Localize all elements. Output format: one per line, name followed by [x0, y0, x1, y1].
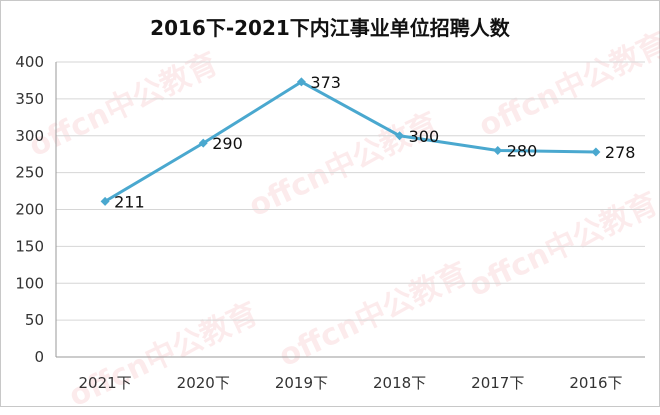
data-label: 278 [605, 143, 636, 162]
data-point-marker [100, 196, 110, 206]
data-point-marker [198, 138, 208, 148]
x-tick-label: 2016下 [569, 374, 622, 392]
x-tick-label: 2020下 [177, 374, 230, 392]
y-tick-label: 150 [15, 237, 44, 255]
y-tick-label: 400 [15, 53, 44, 71]
y-tick-label: 50 [25, 311, 44, 329]
x-tick-label: 2018下 [373, 374, 426, 392]
x-tick-label: 2019下 [275, 374, 328, 392]
data-point-marker [296, 77, 306, 87]
x-tick-label: 2017下 [471, 374, 524, 392]
data-label: 300 [409, 127, 440, 146]
y-tick-label: 200 [15, 201, 44, 219]
series-line [104, 80, 596, 203]
y-tick-label: 300 [15, 127, 44, 145]
y-tick-label: 0 [34, 348, 44, 366]
x-tick-label: 2021下 [78, 374, 131, 392]
data-point-marker [591, 147, 601, 157]
data-label: 280 [507, 142, 538, 161]
data-label: 211 [114, 192, 145, 211]
data-label: 290 [212, 134, 243, 153]
chart-title: 2016下-2021下内江事业单位招聘人数 [150, 16, 510, 40]
data-label: 373 [310, 73, 341, 92]
y-tick-label: 250 [15, 164, 44, 182]
data-point-marker [493, 146, 503, 155]
data-point-marker [395, 131, 405, 141]
y-tick-label: 350 [15, 90, 44, 108]
y-tick-label: 100 [15, 274, 44, 292]
